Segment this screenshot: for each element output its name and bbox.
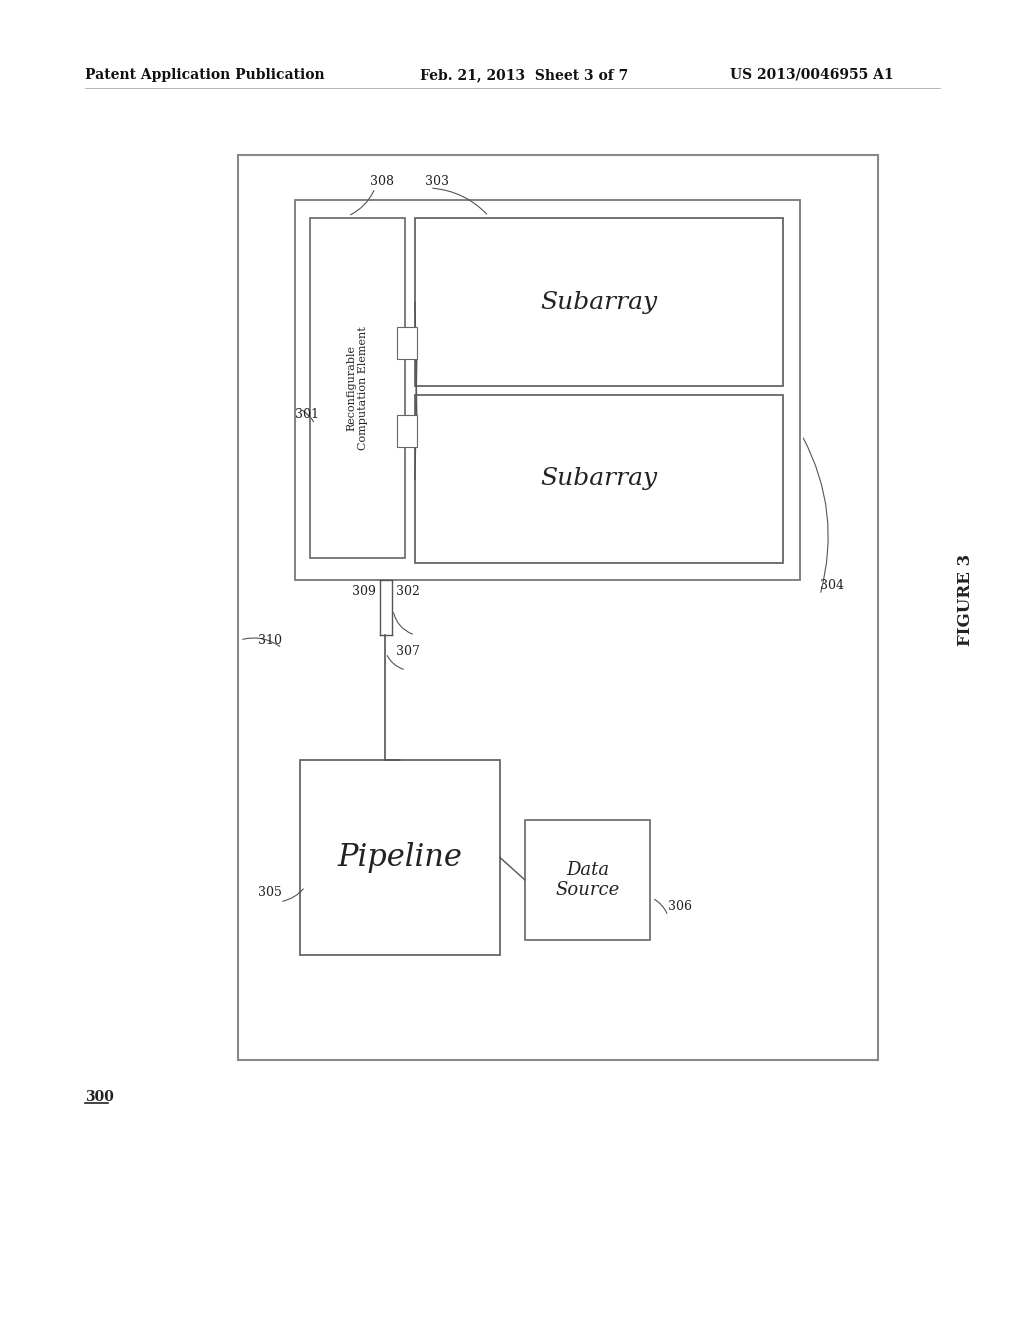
Text: US 2013/0046955 A1: US 2013/0046955 A1 (730, 69, 894, 82)
Text: 305: 305 (258, 886, 282, 899)
Text: 302: 302 (396, 585, 420, 598)
Bar (525, 820, 650, 940)
Text: 309: 309 (352, 585, 376, 598)
Text: 306: 306 (668, 900, 692, 913)
Text: Data
Source: Data Source (555, 861, 620, 899)
Bar (415, 218, 783, 385)
Bar (238, 154, 878, 1060)
Text: 303: 303 (425, 176, 449, 187)
Bar (415, 395, 783, 564)
Bar (300, 760, 500, 954)
Text: 301: 301 (295, 408, 319, 421)
Text: 304: 304 (820, 579, 844, 591)
Text: 310: 310 (258, 634, 282, 647)
Bar (397, 327, 417, 359)
Text: FIGURE 3: FIGURE 3 (956, 554, 974, 645)
Bar (397, 416, 417, 447)
Text: Patent Application Publication: Patent Application Publication (85, 69, 325, 82)
Bar (310, 218, 406, 558)
Text: 308: 308 (370, 176, 394, 187)
Text: Feb. 21, 2013  Sheet 3 of 7: Feb. 21, 2013 Sheet 3 of 7 (420, 69, 629, 82)
Text: Reconfigurable
Computation Element: Reconfigurable Computation Element (347, 326, 369, 450)
Text: Subarray: Subarray (541, 290, 657, 314)
Text: Subarray: Subarray (541, 467, 657, 491)
Text: 300: 300 (85, 1090, 114, 1104)
Text: Pipeline: Pipeline (338, 842, 463, 873)
Bar (295, 201, 800, 579)
Text: 307: 307 (396, 645, 420, 657)
